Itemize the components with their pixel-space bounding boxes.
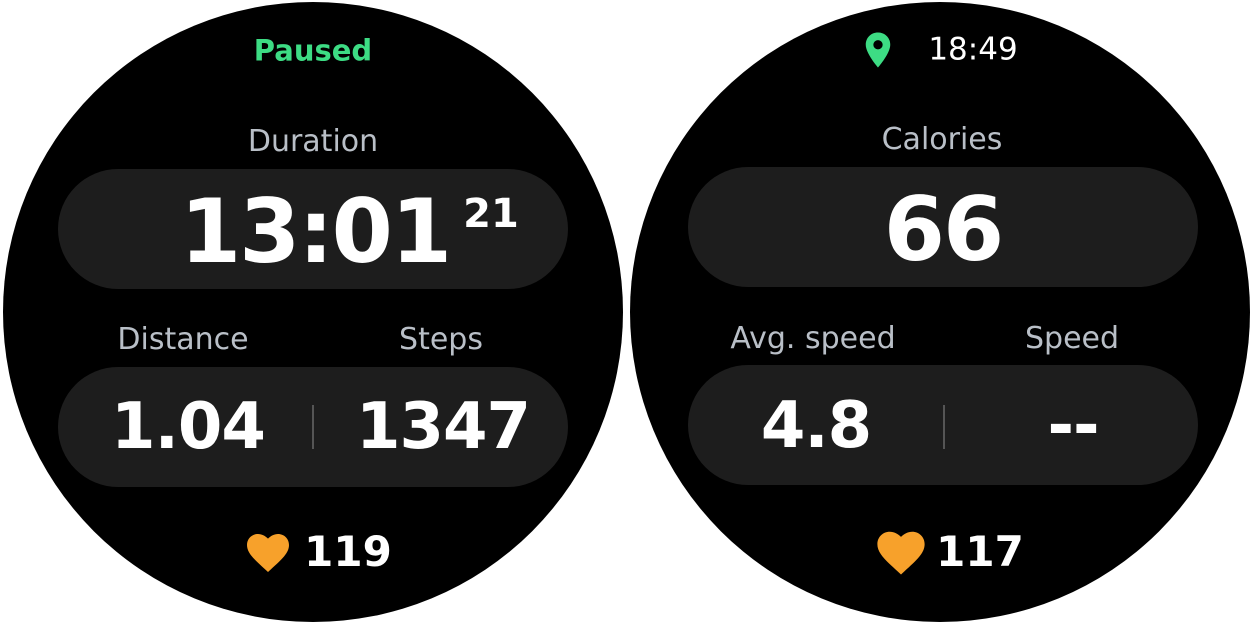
stat-label: Steps [399,322,483,357]
stat-value: 1347 [355,390,531,464]
main-sub-value: 21 [463,191,519,237]
stat-label: Distance [117,322,249,357]
main-card [58,169,568,289]
stat-value: 4.8 [760,389,872,463]
stat-value: -- [1047,389,1099,463]
main-value: 66 [883,178,1004,281]
heart-rate: 119 [304,527,392,576]
main-card [688,167,1198,287]
stat-label: Avg. speed [730,321,896,356]
heart-icon [877,531,925,575]
divider [312,405,314,449]
stat-label: Speed [1024,321,1120,356]
main-value: 13:01 [179,180,452,283]
watch-screen: Paused Duration 13:01 21 Distance Steps … [3,2,623,622]
status: Paused [253,33,373,68]
heart-icon [247,534,289,572]
stat-value: 1.04 [111,390,266,464]
divider [943,405,945,449]
main-label: Calories [881,122,1003,157]
clock: 18:49 [928,31,1018,68]
watch-screen: 18:49 Calories 66 Avg. speed Speed 4.8 -… [630,2,1250,622]
main-label: Duration [247,124,379,159]
heart-rate: 117 [936,527,1024,576]
location-icon [865,32,891,68]
